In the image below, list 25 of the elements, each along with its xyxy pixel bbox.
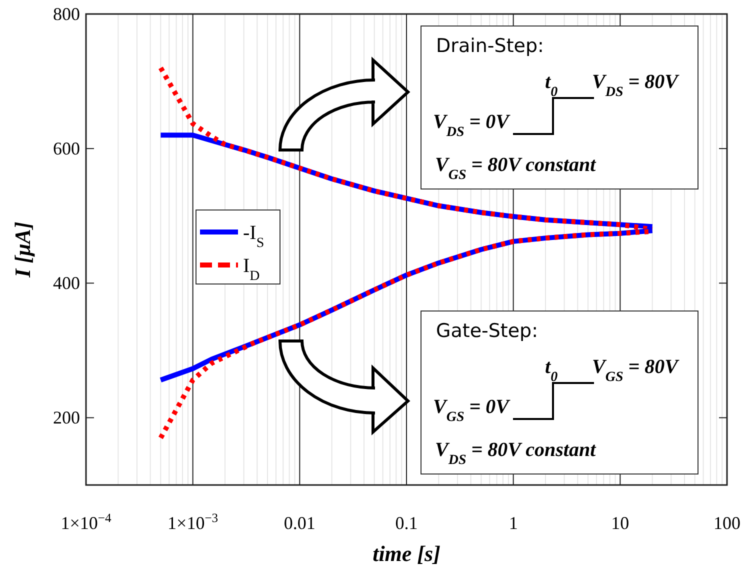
annotation: V$_{GS}$ = 80V constant xyxy=(435,154,598,182)
y-tick-label: 200 xyxy=(53,408,80,428)
y-axis-title: I [μA] xyxy=(10,222,35,278)
annotation: t$_{0}$ xyxy=(545,356,558,384)
x-tick-label: 100 xyxy=(714,513,740,533)
y-tick-label: 600 xyxy=(53,138,80,159)
x-tick-label: 0.1 xyxy=(395,513,418,533)
x-tick-label: 1×10$^{−3}$ xyxy=(168,511,218,533)
annotation: Drain-Step: xyxy=(436,35,544,57)
x-tick-label: 0.01 xyxy=(284,513,316,533)
annotation: V$_{DS}$ = 80V constant xyxy=(435,439,598,468)
x-axis-title: time [s] xyxy=(372,541,440,566)
legend-label: -I$_{S}$ xyxy=(243,222,264,250)
annotation: V$_{DS}$ = 0V xyxy=(433,111,511,140)
x-tick-label: 1×10$^{−4}$ xyxy=(60,511,112,533)
x-tick-label: 10 xyxy=(611,513,630,533)
x-tick-label: 1 xyxy=(508,513,518,533)
annotation: V$_{GS}$ = 0V xyxy=(433,396,511,424)
y-tick-label: 800 xyxy=(53,4,80,24)
annotation: Gate-Step: xyxy=(436,320,538,342)
y-tick-label: 400 xyxy=(53,273,80,294)
annotation: t$_{0}$ xyxy=(545,71,558,100)
legend-label: I$_{D}$ xyxy=(243,255,260,284)
annotation: V$_{GS}$ = 80V xyxy=(592,356,680,384)
annotation: V$_{DS}$ = 80V xyxy=(592,71,680,100)
